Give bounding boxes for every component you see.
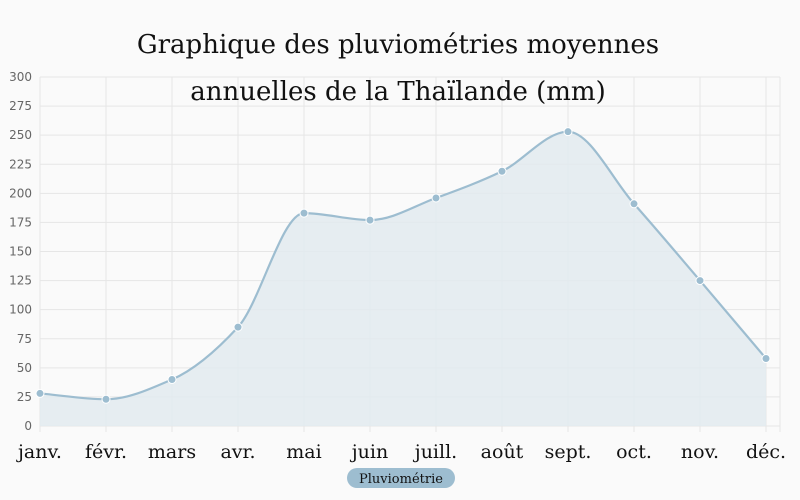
chart-title-line-1: Graphique des pluviométries moyennes: [137, 30, 659, 60]
x-tick-label: janv.: [16, 441, 62, 463]
data-points: [35, 127, 771, 404]
x-tick-label: mai: [286, 441, 321, 463]
data-point[interactable]: [695, 276, 705, 286]
data-point[interactable]: [761, 354, 771, 364]
x-axis: janv. févr. mars avr. mai juin juill. août sept.…: [16, 441, 786, 463]
y-tick-label: 100: [9, 303, 32, 317]
legend[interactable]: Pluviométrie: [347, 468, 455, 488]
x-tick-label: févr.: [85, 441, 127, 463]
chart-title-line-2: annuelles de la Thaïlande (mm): [190, 77, 605, 107]
y-tick-label: 0: [24, 419, 32, 433]
data-point[interactable]: [35, 388, 45, 398]
data-point[interactable]: [167, 374, 177, 384]
area-fill: [40, 131, 766, 426]
x-tick-label: août: [481, 441, 524, 463]
x-tick-label: juill.: [413, 441, 457, 463]
y-tick-label: 25: [17, 390, 32, 404]
x-tick-label: juin: [350, 441, 388, 463]
x-tick-label: avr.: [220, 441, 255, 463]
y-tick-label: 300: [9, 70, 32, 84]
data-point[interactable]: [299, 208, 309, 218]
legend-background: [347, 468, 455, 488]
y-tick-label: 75: [17, 332, 32, 346]
area-layer: [39, 130, 767, 426]
data-point[interactable]: [629, 199, 639, 209]
data-point[interactable]: [563, 127, 573, 137]
data-point[interactable]: [101, 394, 111, 404]
y-tick-label: 50: [17, 361, 32, 375]
x-tick-label: oct.: [616, 441, 652, 463]
legend-label: Pluviométrie: [359, 472, 443, 487]
chart-title: Graphique des pluviométries moyennes ann…: [137, 30, 659, 107]
y-tick-label: 150: [9, 245, 32, 259]
y-tick-label: 125: [9, 274, 32, 288]
y-tick-label: 175: [9, 215, 32, 229]
x-tick-label: sept.: [545, 441, 592, 463]
data-point[interactable]: [233, 322, 243, 332]
data-point[interactable]: [431, 193, 441, 203]
y-tick-label: 225: [9, 157, 32, 171]
y-axis: 0 25 50 75 100 125 150 175 200 225 250 275 300: [9, 70, 32, 433]
y-tick-label: 250: [9, 128, 32, 142]
x-tick-label: déc.: [746, 441, 786, 463]
data-point[interactable]: [365, 215, 375, 225]
data-point[interactable]: [497, 166, 507, 176]
x-tick-label: nov.: [681, 441, 719, 463]
y-tick-label: 275: [9, 99, 32, 113]
y-tick-label: 200: [9, 186, 32, 200]
x-tick-label: mars: [148, 441, 196, 463]
